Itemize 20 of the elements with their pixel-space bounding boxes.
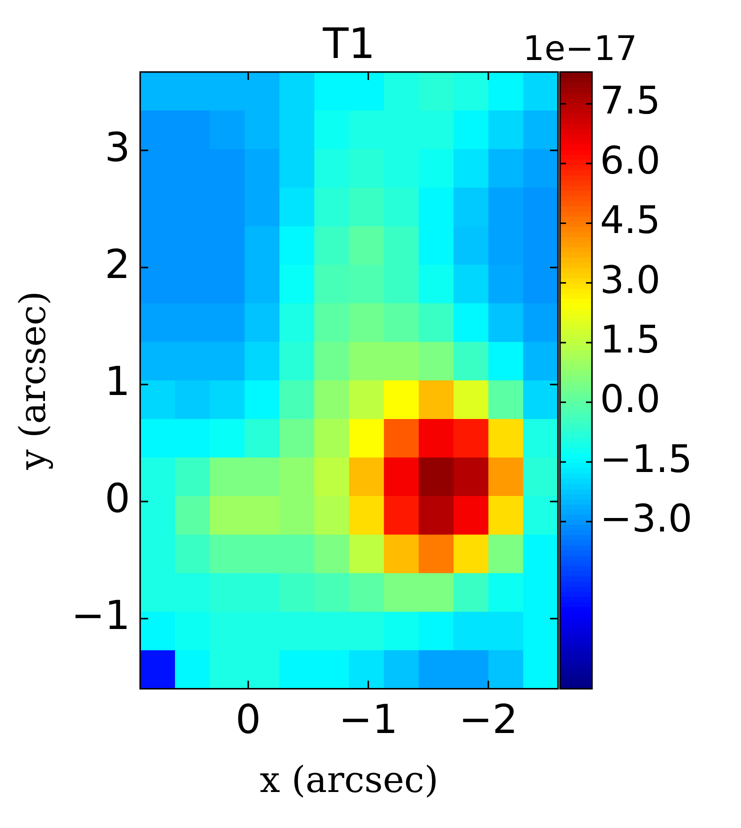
color-bar-label: 6.0	[600, 138, 660, 182]
x-axis-title: x (arcsec)	[260, 760, 438, 801]
y-tick-label: 3	[104, 124, 130, 171]
chart-title: T1	[322, 18, 376, 68]
color-bar-label: 3.0	[600, 258, 660, 302]
color-bar-title: 1e−17	[522, 28, 638, 69]
y-tick-label: 2	[104, 242, 130, 288]
y-tick-label: 0	[104, 476, 130, 522]
color-bar-label: 1.5	[600, 317, 660, 362]
color-bar-label: 0.0	[600, 377, 660, 422]
color-bar-label: −3.0	[600, 496, 692, 541]
x-tick-label: 0	[236, 697, 261, 744]
color-bar-label: −1.5	[600, 436, 692, 481]
x-tick-label: −1	[338, 697, 398, 744]
color-bar-label: 4.5	[600, 198, 660, 242]
y-tick-label: 1	[104, 358, 130, 405]
y-tick-label: −1	[71, 592, 130, 639]
x-tick-label: −2	[458, 697, 518, 744]
y-axis-title: y (arcsec)	[12, 291, 54, 471]
color-bar-label: 7.5	[600, 78, 660, 123]
